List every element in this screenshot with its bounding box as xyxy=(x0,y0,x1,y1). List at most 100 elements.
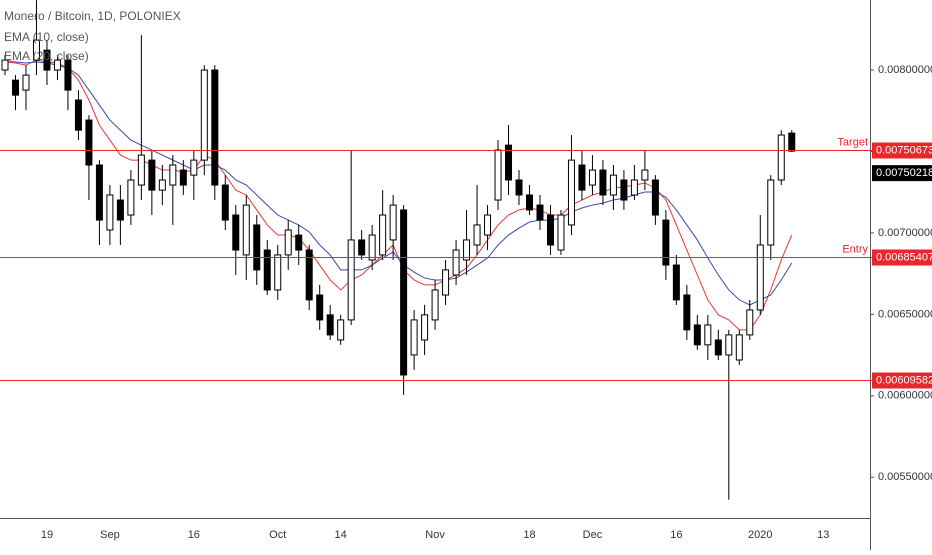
candle-body xyxy=(704,324,712,346)
last-price-label: 0.00750218 xyxy=(876,167,932,179)
candle-body xyxy=(714,339,722,356)
candle-body xyxy=(693,324,701,346)
legend-entry: EMA (20, close) xyxy=(4,49,89,63)
candle-body xyxy=(1,59,9,71)
candle-body xyxy=(767,179,775,246)
x-tick-label: 13 xyxy=(817,529,829,541)
candle-body xyxy=(158,179,166,191)
x-tick-label: 16 xyxy=(670,529,682,541)
candle-body xyxy=(578,164,586,191)
candle-body xyxy=(662,219,670,266)
candle-body xyxy=(379,214,387,256)
candle-body xyxy=(641,169,649,181)
candle-body xyxy=(505,144,513,181)
x-tick-label: Nov xyxy=(425,529,445,541)
candle-body xyxy=(295,234,303,251)
x-tick-label: 16 xyxy=(188,529,200,541)
level-name: Entry xyxy=(842,243,868,255)
candle-body xyxy=(221,184,229,221)
candle-body xyxy=(526,194,533,211)
candle-body xyxy=(74,99,82,131)
candle-body xyxy=(431,289,439,321)
candle-body xyxy=(609,174,617,196)
level-price-label: 0.00685407 xyxy=(876,251,932,263)
candle-body xyxy=(53,59,61,71)
level-price-label: 0.00750673 xyxy=(876,144,932,156)
candle-body xyxy=(725,334,733,356)
candle-body xyxy=(473,224,481,246)
candle-body xyxy=(421,314,429,341)
candle-body xyxy=(148,159,156,191)
candle-body xyxy=(316,294,324,321)
level-price-box xyxy=(872,142,932,159)
candle-body xyxy=(95,164,103,221)
y-tick-label: 0.00800000 xyxy=(878,64,932,76)
candle-body xyxy=(274,254,282,291)
candle-body xyxy=(22,74,30,91)
y-tick-label: 0.00650000 xyxy=(878,308,932,320)
candle-body xyxy=(11,79,19,96)
y-tick-label: 0.00700000 xyxy=(878,227,932,239)
candle-body xyxy=(756,244,764,311)
candle-body xyxy=(389,204,397,241)
candle-body xyxy=(735,334,743,361)
level-price-box xyxy=(872,372,932,389)
x-tick-label: Oct xyxy=(269,529,286,541)
candle-body xyxy=(515,179,523,196)
candle-body xyxy=(599,169,607,196)
candle-body xyxy=(788,132,796,152)
last-price-box xyxy=(872,165,932,182)
candle-body xyxy=(683,294,691,331)
candle-body xyxy=(242,204,250,256)
candle-body xyxy=(546,214,554,246)
candle-body xyxy=(64,59,72,91)
candle-body xyxy=(116,199,124,221)
candle-body xyxy=(567,159,575,226)
candle-body xyxy=(368,234,376,261)
x-tick-label: 18 xyxy=(523,529,535,541)
candle-body xyxy=(337,319,345,341)
legend-entry: EMA (10, close) xyxy=(4,30,89,44)
candle-body xyxy=(484,214,492,236)
x-tick-label: 2020 xyxy=(748,529,772,541)
y-tick-label: 0.00550000 xyxy=(878,471,932,483)
candle-body xyxy=(588,169,596,186)
candle-body xyxy=(672,264,680,301)
candle-body xyxy=(190,159,198,176)
candle-body xyxy=(746,309,754,336)
candle-body xyxy=(43,49,51,71)
level-price-label: 0.00609582 xyxy=(876,374,932,386)
candle-body xyxy=(358,239,366,256)
x-tick-label: Sep xyxy=(100,529,120,541)
level-name: Target xyxy=(837,136,868,148)
candle-body xyxy=(127,179,135,216)
candle-body xyxy=(347,239,355,321)
candle-body xyxy=(169,164,177,186)
candle-body xyxy=(536,204,544,221)
ema-line xyxy=(4,59,793,306)
candle-body xyxy=(200,69,208,161)
candle-body xyxy=(452,249,460,276)
candle-body xyxy=(284,229,292,256)
candle-body xyxy=(85,119,93,166)
x-tick-label: 19 xyxy=(41,529,53,541)
level-price-box xyxy=(872,249,932,266)
candle-body xyxy=(253,224,261,271)
candle-body xyxy=(326,314,334,336)
candle-body xyxy=(305,249,313,301)
candle-body xyxy=(106,194,114,231)
candle-body xyxy=(557,214,565,251)
overlay: Monero / Bitcoin, 1D, POLONIEX EMA (10, … xyxy=(4,9,181,63)
candle-body xyxy=(400,209,408,376)
chart-title: Monero / Bitcoin, 1D, POLONIEX xyxy=(4,9,181,23)
candle-body xyxy=(232,214,240,251)
candle-body xyxy=(651,179,659,216)
x-tick-label: 14 xyxy=(335,529,347,541)
candle-body xyxy=(137,154,145,186)
y-tick-label: 0.00600000 xyxy=(878,390,932,402)
candle-body xyxy=(211,69,219,186)
candle-body xyxy=(179,169,187,186)
candle-body xyxy=(494,149,502,201)
